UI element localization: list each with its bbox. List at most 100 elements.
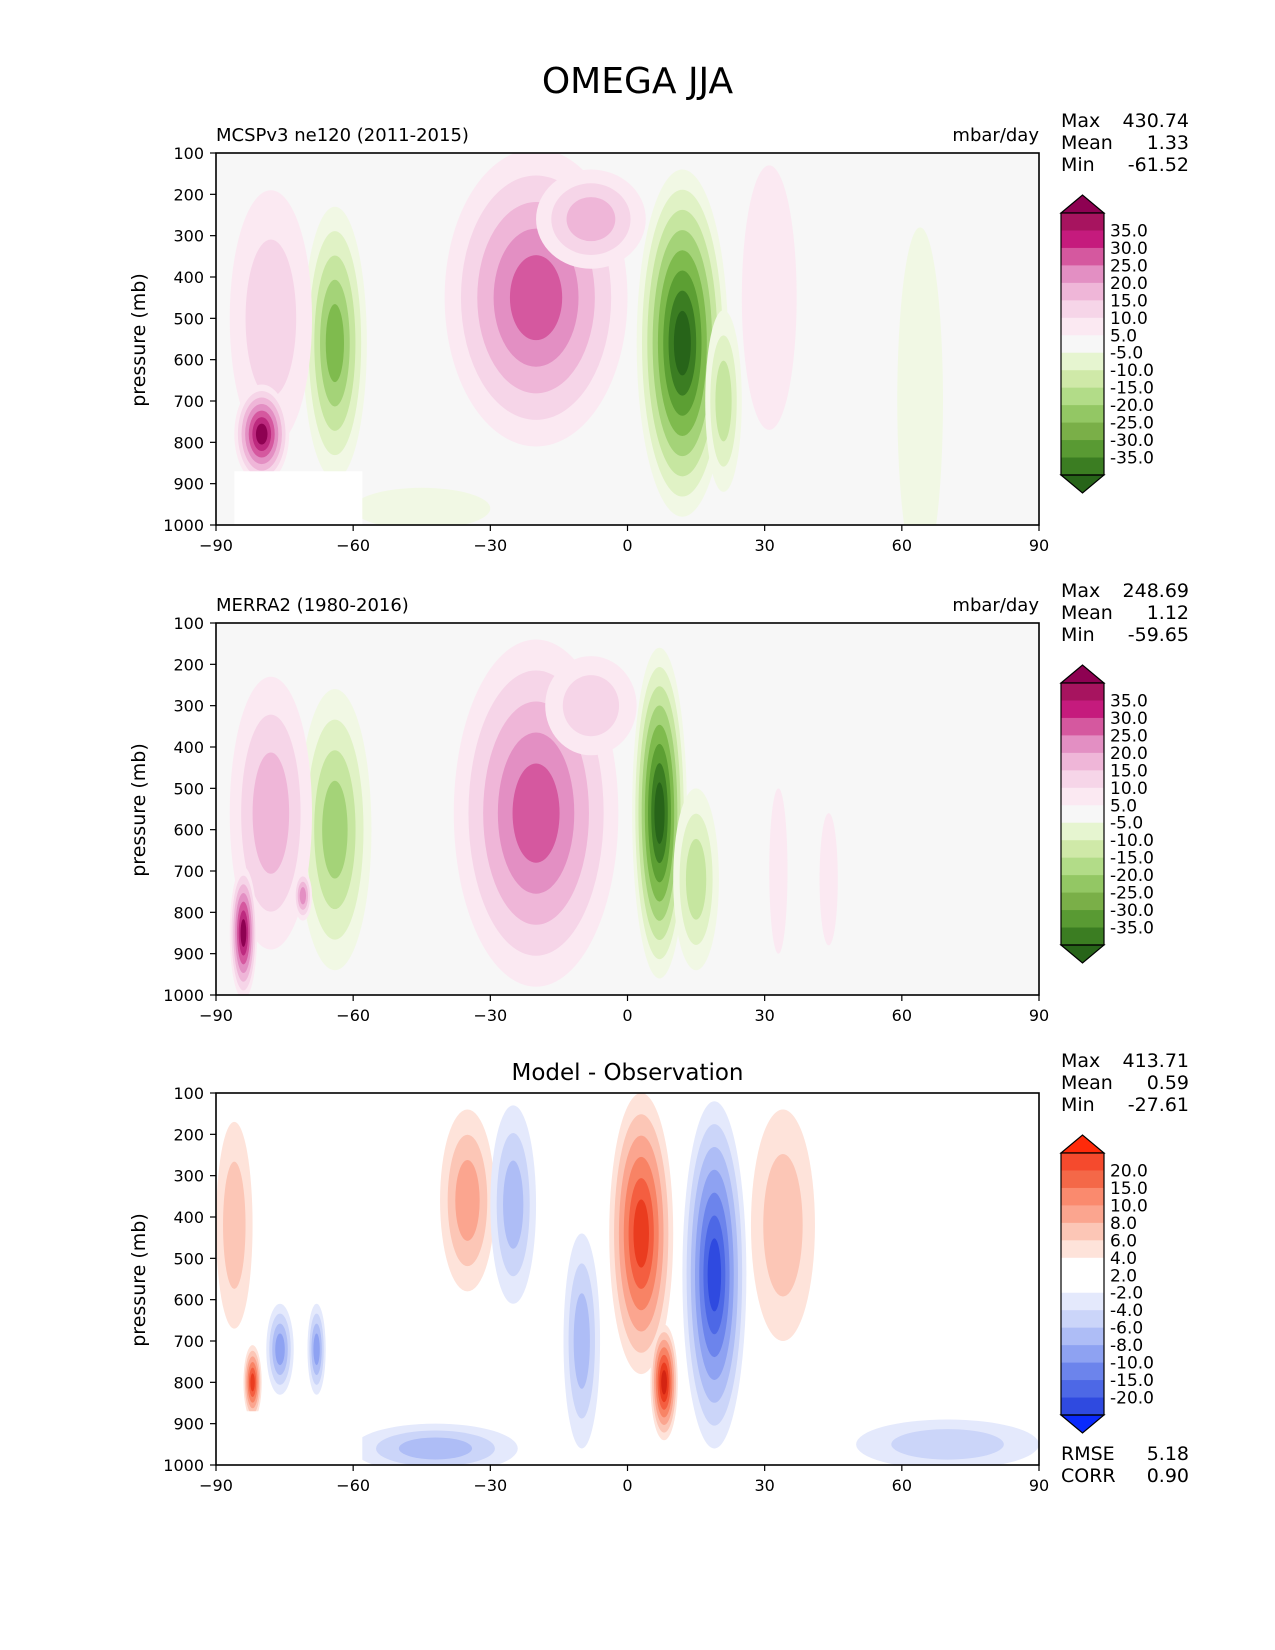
x-tick-label: −30 bbox=[473, 1476, 507, 1495]
topography-mask bbox=[234, 471, 363, 525]
contour-level bbox=[573, 1293, 590, 1389]
stat-label: RMSE bbox=[1061, 1443, 1115, 1465]
colorbar-tick-label: 6.0 bbox=[1110, 1231, 1137, 1251]
colorbar-segment bbox=[1061, 752, 1104, 771]
colorbar-segment bbox=[1061, 840, 1104, 859]
colorbar-segment bbox=[1061, 1362, 1104, 1381]
colorbar-segment bbox=[1061, 282, 1104, 301]
contour-level bbox=[819, 813, 838, 946]
colorbar-tick-label: 15.0 bbox=[1110, 761, 1148, 781]
x-tick-label: −90 bbox=[199, 1006, 233, 1025]
colorbar-segment bbox=[1061, 1257, 1104, 1276]
colorbar-tick-label: -6.0 bbox=[1110, 1319, 1143, 1339]
contour-level bbox=[763, 1154, 803, 1297]
colorbar-extend-max bbox=[1059, 194, 1106, 214]
colorbar-segment bbox=[1061, 1153, 1104, 1171]
colorbar-tick-label: -10.0 bbox=[1110, 1354, 1154, 1374]
contour-level bbox=[673, 310, 691, 376]
y-axis-label: pressure (mb) bbox=[128, 1213, 150, 1347]
colorbar-tick-label: -4.0 bbox=[1110, 1301, 1143, 1321]
y-tick-label: 400 bbox=[173, 1208, 204, 1227]
colorbar-segment bbox=[1061, 265, 1104, 284]
colorbar-tick-label: 10.0 bbox=[1110, 1196, 1148, 1216]
colorbar-tick-label: 4.0 bbox=[1110, 1249, 1137, 1269]
contour-level bbox=[769, 788, 788, 954]
stat-label: Mean bbox=[1061, 602, 1113, 624]
x-tick-label: 60 bbox=[892, 536, 912, 555]
contour-level bbox=[707, 1238, 722, 1312]
stat-value: 0.90 bbox=[1147, 1465, 1189, 1487]
colorbar-tick-label: 5.0 bbox=[1110, 796, 1137, 816]
x-tick-label: 60 bbox=[892, 1476, 912, 1495]
x-tick-label: −90 bbox=[199, 1476, 233, 1495]
stat-label: Mean bbox=[1061, 132, 1113, 154]
colorbar-segment bbox=[1061, 910, 1104, 929]
colorbar-segment bbox=[1061, 317, 1104, 336]
colorbar-tick-label: 35.0 bbox=[1110, 221, 1148, 241]
colorbar-tick-label: -5.0 bbox=[1110, 344, 1143, 364]
contour-field bbox=[229, 639, 838, 995]
colorbar-segment bbox=[1061, 927, 1104, 946]
contour-level bbox=[223, 1161, 246, 1289]
stat-value: -59.65 bbox=[1128, 624, 1189, 646]
contour-level bbox=[299, 887, 307, 905]
y-tick-label: 800 bbox=[173, 1373, 204, 1392]
x-tick-label: 0 bbox=[622, 1476, 632, 1495]
colorbar-segment bbox=[1061, 717, 1104, 736]
stat-label: Min bbox=[1061, 624, 1095, 646]
contour-level bbox=[240, 919, 247, 947]
colorbar: 35.030.025.020.015.010.05.0-5.0-10.0-15.… bbox=[1059, 664, 1154, 964]
y-tick-label: 800 bbox=[173, 903, 204, 922]
colorbar-tick-label: 25.0 bbox=[1110, 256, 1148, 276]
y-tick-label: 200 bbox=[173, 1125, 204, 1144]
colorbar-segment bbox=[1061, 1275, 1104, 1294]
y-tick-label: 700 bbox=[173, 1332, 204, 1351]
contour-level bbox=[741, 165, 797, 430]
colorbar-tick-label: 8.0 bbox=[1110, 1214, 1137, 1234]
colorbar-segment bbox=[1061, 1310, 1104, 1329]
colorbar-segment bbox=[1061, 213, 1104, 231]
x-tick-label: 30 bbox=[754, 1006, 774, 1025]
colorbar-segment bbox=[1061, 787, 1104, 806]
colorbar-tick-label: 15.0 bbox=[1110, 291, 1148, 311]
contour-level bbox=[633, 1199, 649, 1268]
colorbar-tick-label: -15.0 bbox=[1110, 849, 1154, 869]
stat-label: Min bbox=[1061, 154, 1095, 176]
colorbar-segment bbox=[1061, 892, 1104, 911]
y-tick-label: 500 bbox=[173, 309, 204, 328]
x-tick-label: −60 bbox=[336, 536, 370, 555]
colorbar-tick-label: 30.0 bbox=[1110, 239, 1148, 259]
colorbar-tick-label: -5.0 bbox=[1110, 814, 1143, 834]
contour-level bbox=[897, 227, 943, 525]
colorbar-segment bbox=[1061, 822, 1104, 841]
stat-value: -61.52 bbox=[1128, 154, 1189, 176]
x-tick-label: 30 bbox=[754, 1476, 774, 1495]
stat-label: Mean bbox=[1061, 1072, 1113, 1094]
stat-value: 5.18 bbox=[1147, 1443, 1189, 1465]
colorbar-segment bbox=[1061, 352, 1104, 371]
contour-level bbox=[322, 780, 348, 879]
colorbar-tick-label: -35.0 bbox=[1110, 919, 1154, 939]
colorbar-extend-max bbox=[1059, 664, 1106, 684]
colorbar-tick-label: 20.0 bbox=[1110, 274, 1148, 294]
colorbar-segment bbox=[1061, 422, 1104, 441]
y-tick-label: 100 bbox=[173, 1084, 204, 1103]
y-tick-label: 700 bbox=[173, 392, 204, 411]
topography-mask bbox=[234, 1411, 363, 1465]
y-axis-label: pressure (mb) bbox=[128, 273, 150, 407]
y-tick-label: 800 bbox=[173, 433, 204, 452]
colorbar-segment bbox=[1061, 1205, 1104, 1224]
colorbar-segment bbox=[1061, 1380, 1104, 1399]
colorbar-tick-label: 5.0 bbox=[1110, 326, 1137, 346]
colorbar-tick-label: -15.0 bbox=[1110, 1371, 1154, 1391]
colorbar-tick-label: 10.0 bbox=[1110, 779, 1148, 799]
x-tick-label: 30 bbox=[754, 536, 774, 555]
y-tick-label: 900 bbox=[173, 1415, 204, 1434]
stat-value: 1.33 bbox=[1147, 132, 1189, 154]
x-tick-label: 0 bbox=[622, 536, 632, 555]
colorbar-tick-label: -25.0 bbox=[1110, 414, 1154, 434]
colorbar-segment bbox=[1061, 683, 1104, 701]
y-tick-label: 100 bbox=[173, 144, 204, 163]
x-tick-label: 60 bbox=[892, 1006, 912, 1025]
colorbar-segment bbox=[1061, 857, 1104, 876]
